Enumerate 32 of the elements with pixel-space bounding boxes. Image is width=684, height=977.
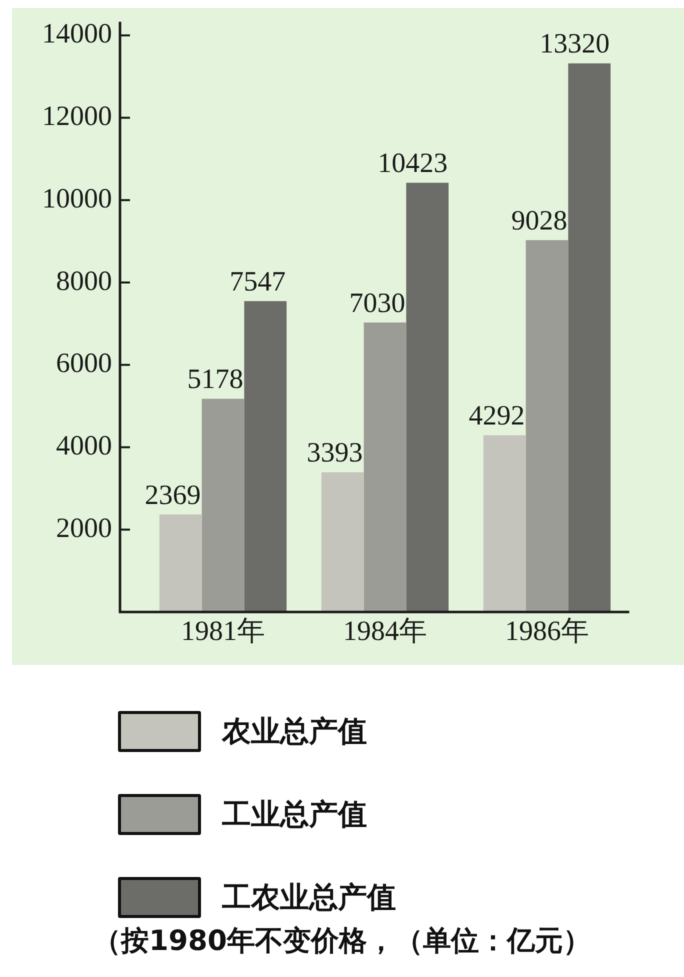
bar bbox=[526, 240, 568, 612]
bar bbox=[321, 472, 364, 612]
text: （按1980年不变价格，（单位：亿元） bbox=[92, 923, 592, 959]
legend-label: 工业总产值 bbox=[222, 796, 367, 832]
y-tick-label: 6000 bbox=[56, 348, 112, 380]
bar bbox=[364, 322, 406, 612]
y-tick-label: 4000 bbox=[56, 430, 112, 462]
x-tick-label: 1986年 bbox=[505, 616, 589, 648]
y-tick-label: 8000 bbox=[56, 266, 112, 297]
bar bbox=[568, 63, 611, 612]
y-tick-label: 14000 bbox=[42, 18, 112, 50]
data-label: 9028 bbox=[511, 206, 568, 237]
data-label: 3393 bbox=[306, 438, 363, 469]
data-label: 5178 bbox=[187, 364, 244, 396]
y-tick-label: 12000 bbox=[42, 101, 112, 132]
legend-label: 工农业总产值 bbox=[222, 878, 396, 916]
bar bbox=[159, 514, 202, 612]
legend-label: 农业总产值 bbox=[222, 712, 367, 750]
bar bbox=[202, 398, 244, 612]
data-label: 13320 bbox=[540, 28, 610, 60]
bar bbox=[483, 435, 526, 612]
bar bbox=[406, 182, 449, 612]
x-tick-label: 1981年 bbox=[181, 616, 265, 648]
data-label: 4292 bbox=[468, 400, 525, 432]
y-tick-label: 10000 bbox=[42, 183, 112, 214]
bar bbox=[244, 301, 287, 612]
data-label: 7030 bbox=[349, 288, 406, 319]
data-label: 10423 bbox=[378, 148, 448, 180]
x-tick-label: 1984年 bbox=[343, 616, 427, 648]
data-label: 7547 bbox=[230, 266, 286, 298]
y-tick-label: 2000 bbox=[56, 512, 112, 544]
data-label: 2369 bbox=[144, 480, 201, 511]
